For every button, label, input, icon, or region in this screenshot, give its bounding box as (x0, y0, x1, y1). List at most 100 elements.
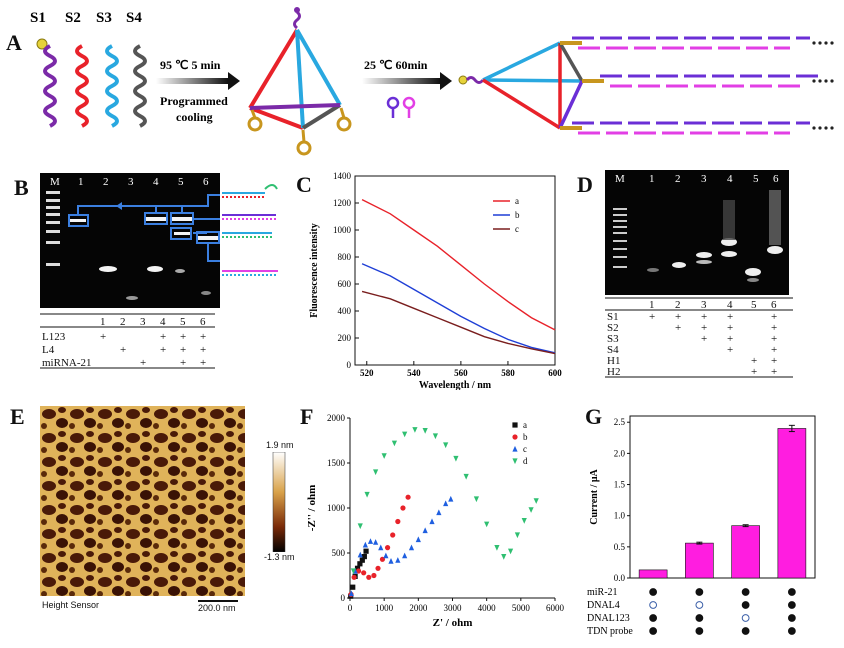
duplex-icon (222, 184, 278, 276)
table-mark: + (200, 331, 206, 343)
y-tick-label: 2.5 (614, 417, 626, 427)
data-point (371, 572, 377, 579)
table-d-lane: 5 (751, 299, 757, 311)
chart-f: 0 500 1000 1500 2000 0 1000 2000 3000 4000 5000 600… (306, 413, 565, 629)
y-tick-label: 1200 (333, 198, 352, 208)
filled-dot-icon (649, 614, 658, 622)
y-tick-label: 500 (332, 548, 346, 558)
y-axis-label: -Z'' / ohm (306, 485, 318, 531)
strand-s3-icon (105, 44, 119, 128)
filled-dot-icon (649, 588, 658, 596)
table-mark: + (751, 355, 757, 367)
strand-s2-icon (75, 44, 89, 128)
data-point (412, 427, 418, 433)
filled-dot-icon (741, 627, 750, 635)
data-point (388, 558, 394, 564)
gel-d-lane-label: 3 (701, 173, 707, 185)
gel-d-lane-label: 4 (727, 173, 733, 185)
arrow-1-icon (156, 78, 228, 84)
strand-s4-icon (133, 44, 147, 128)
gel-b-image (40, 173, 220, 308)
data-point (390, 532, 396, 538)
data-point (448, 495, 454, 502)
table-mark: + (160, 331, 166, 343)
step1-line3: cooling (176, 110, 213, 124)
data-point (512, 458, 518, 465)
data-point (512, 422, 518, 428)
data-point (422, 527, 428, 534)
data-point (354, 565, 361, 571)
table-mark: + (771, 322, 777, 334)
panel-label-e: E (10, 404, 25, 429)
data-point (422, 428, 428, 434)
y-tick-label: 1.0 (614, 511, 626, 521)
bar (638, 569, 668, 579)
data-point (375, 565, 381, 571)
table-row-label: S1 (607, 311, 619, 323)
data-point (351, 574, 357, 580)
data-point (429, 518, 435, 525)
gel-d-lane-label: 5 (753, 173, 759, 185)
filled-dot-icon (649, 627, 658, 635)
table-mark: + (200, 344, 206, 356)
series-line-a (361, 198, 556, 331)
table-row-label: H1 (607, 355, 620, 367)
data-point (514, 532, 521, 539)
table-b-lane: 2 (120, 316, 126, 328)
table-mark: + (180, 357, 186, 369)
data-point (494, 545, 500, 551)
table-row-label: H2 (607, 366, 620, 378)
data-point (453, 455, 459, 462)
data-point (367, 538, 374, 544)
y-tick-label: 400 (338, 306, 352, 316)
y-tick-label: 1400 (333, 171, 352, 181)
series-line-c (361, 290, 556, 355)
data-point (512, 434, 518, 440)
table-b-lane: 5 (180, 316, 186, 328)
gel-d-lane-label: M (615, 173, 625, 185)
x-axis-label: Wavelength / nm (419, 380, 492, 390)
table-row-label: miR-21 (587, 587, 618, 598)
y-tick-label: 0.5 (614, 542, 626, 552)
legend-label: c (515, 224, 519, 234)
strand-label: S1 (30, 10, 46, 26)
y-tick-label: 1500 (327, 458, 346, 468)
gel-d-lane-label: 1 (649, 173, 655, 185)
table-mark: + (120, 344, 126, 356)
data-point (364, 491, 370, 498)
filled-dot-icon (741, 588, 750, 596)
x-tick-label: 5000 (512, 603, 531, 613)
x-axis-label: Z' / ohm (433, 617, 473, 629)
strand-s1-icon (43, 44, 57, 128)
table-mark: + (727, 333, 733, 345)
table-d-lane: 2 (675, 299, 681, 311)
data-point (357, 551, 363, 558)
filled-dot-icon (787, 588, 796, 596)
step1-temp: 95 ℃ 5 min (160, 58, 221, 72)
data-point (348, 590, 354, 597)
table-b-lane: 4 (160, 316, 166, 328)
table-mark: + (649, 311, 655, 323)
gel-d-table: 1 2 3 4 5 6 S1 + + + + +S2 + + + +S3 + + +S4 + +H1 + +H2… (605, 297, 793, 378)
x-tick-label: 520 (360, 368, 374, 378)
data-point (378, 544, 384, 551)
table-row-label: DNAL123 (587, 613, 630, 624)
filled-dot-icon (695, 614, 704, 622)
data-point (402, 431, 408, 438)
strand-label: S3 (96, 10, 112, 26)
data-point (384, 545, 391, 551)
table-mark: + (727, 344, 733, 356)
y-tick-label: 0.0 (614, 573, 626, 583)
x-tick-label: 0 (348, 603, 353, 613)
data-point (363, 548, 369, 554)
table-mark: + (675, 322, 681, 334)
x-tick-label: 6000 (546, 603, 565, 613)
table-mark: + (727, 311, 733, 323)
y-tick-label: 200 (338, 333, 352, 343)
gel-d-lane-label: 2 (675, 173, 681, 185)
y-axis-label: Current / μA (589, 468, 600, 524)
data-point (361, 570, 367, 576)
table-row-label: S3 (607, 333, 619, 345)
table-mark: + (771, 311, 777, 323)
x-tick-label: 540 (407, 368, 421, 378)
